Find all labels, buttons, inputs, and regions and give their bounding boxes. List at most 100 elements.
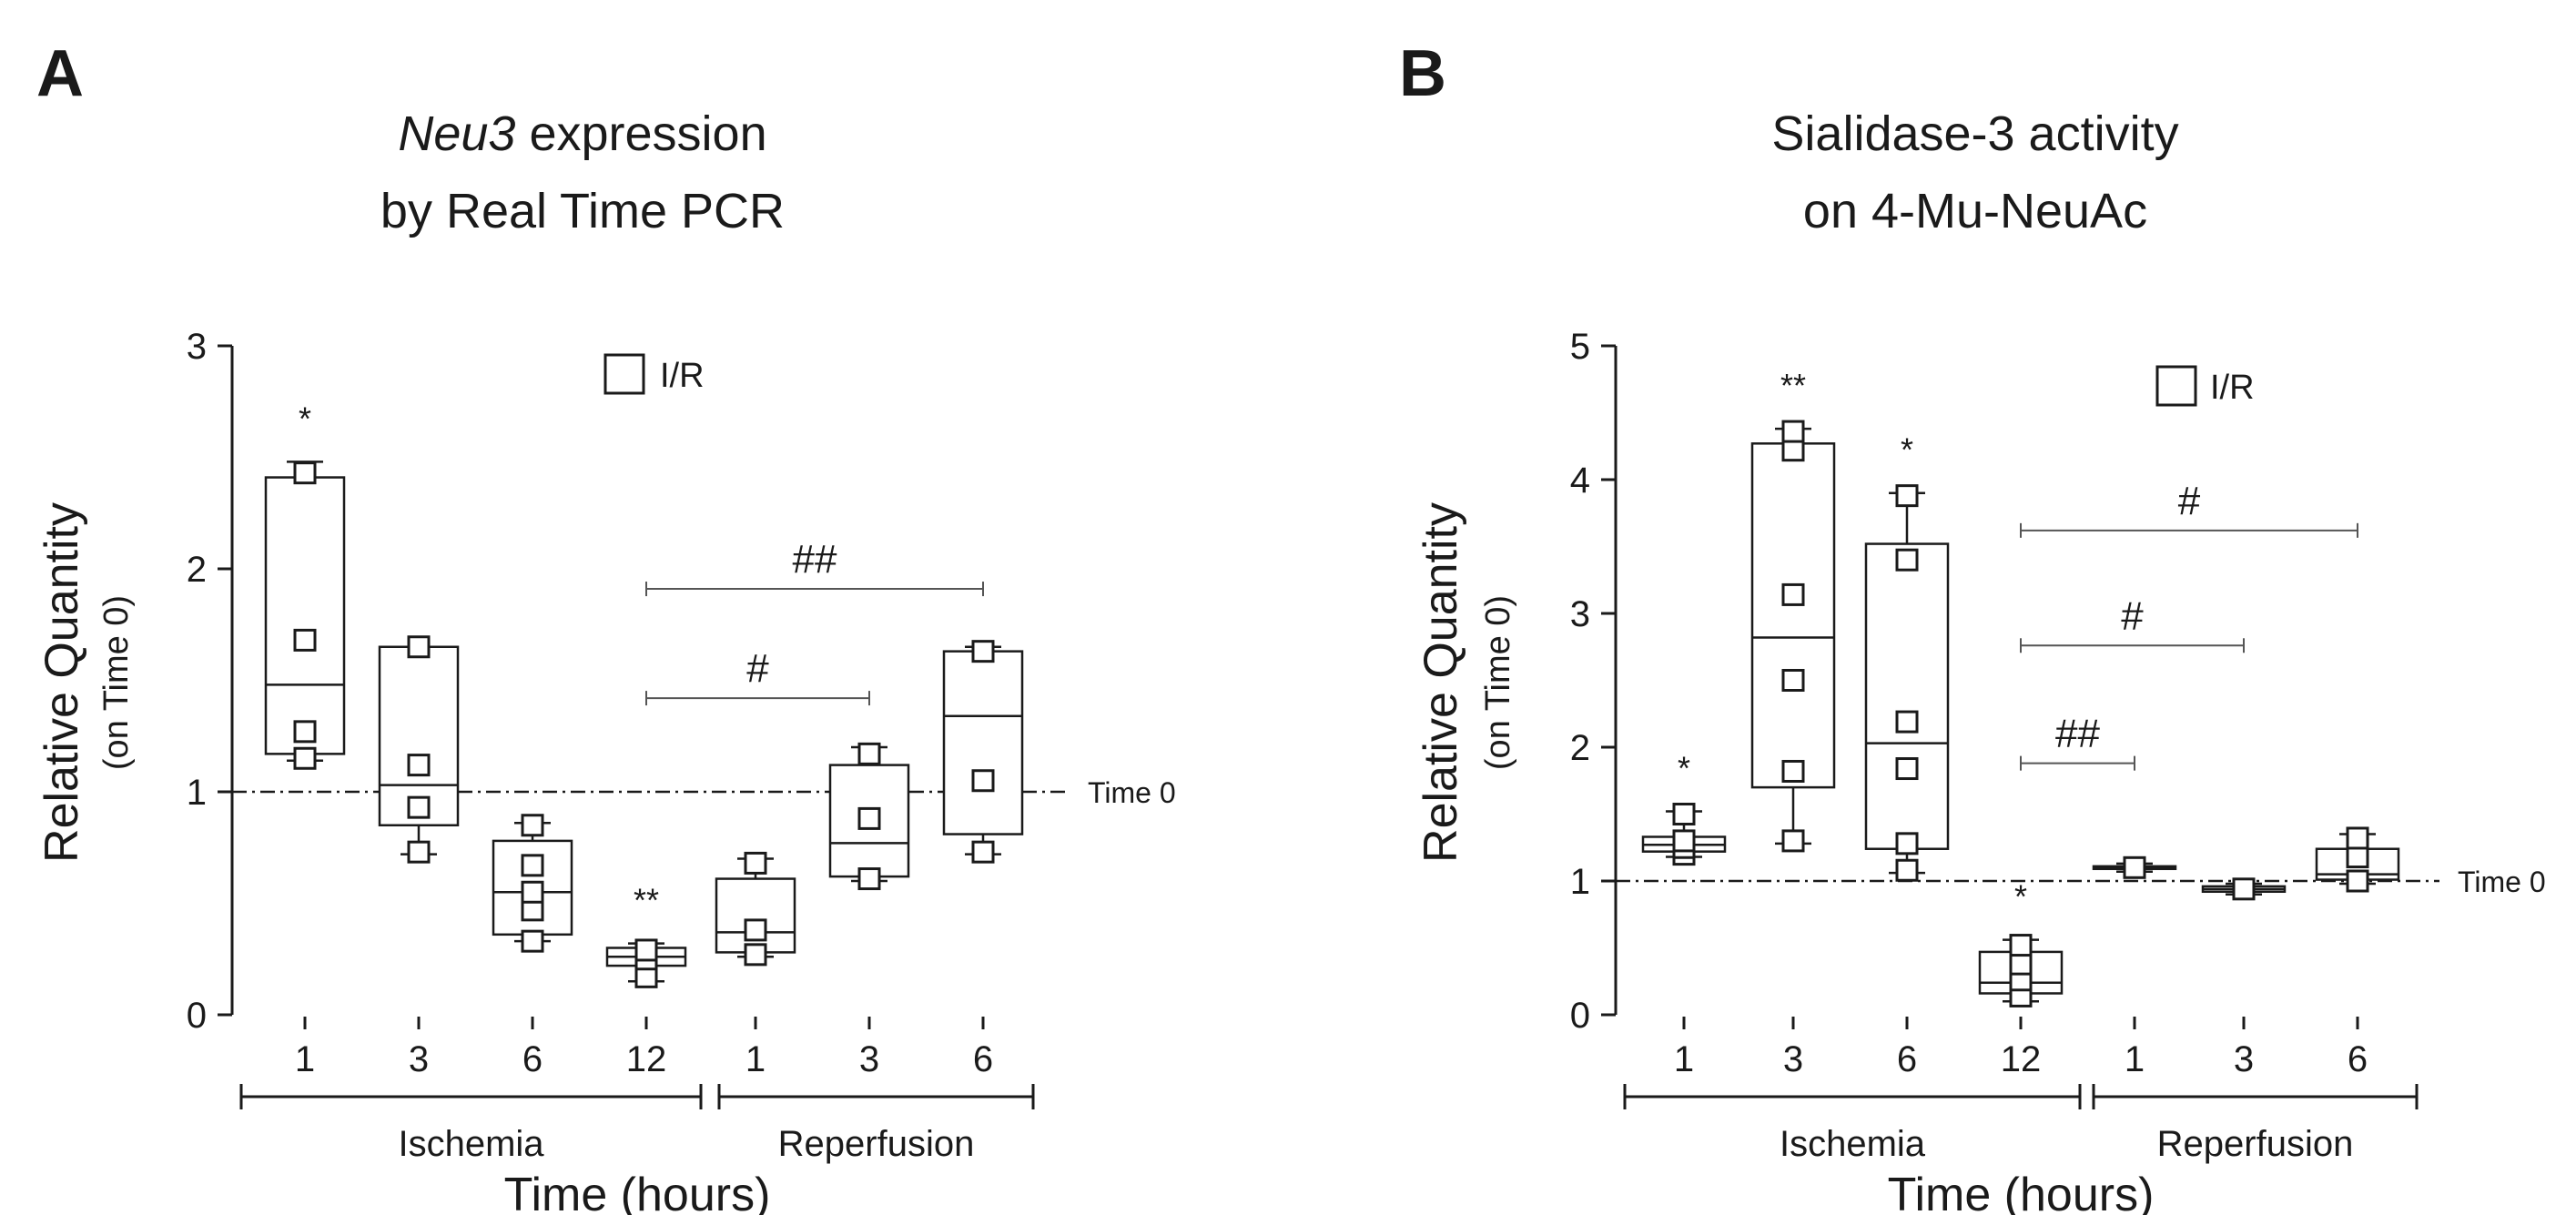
data-point <box>971 769 995 793</box>
data-point <box>971 640 995 663</box>
data-point <box>1781 420 1805 443</box>
x-tick-label: 3 <box>1783 1039 1803 1079</box>
comparison-label: ## <box>793 537 837 582</box>
y-tick-label: 3 <box>187 327 207 367</box>
chart-title-line-1: Neu3 expression <box>398 106 766 161</box>
data-point <box>1781 582 1805 606</box>
x-tick-label: 1 <box>1674 1039 1694 1079</box>
x-tick-label: 12 <box>2001 1039 2042 1079</box>
box-ischemia-12: * <box>1978 878 2064 1007</box>
significance-marker: ** <box>634 882 659 919</box>
x-tick-label: 6 <box>973 1039 993 1079</box>
data-point <box>1895 548 1919 572</box>
significance-marker: * <box>2014 878 2027 916</box>
box-reperfusion-3 <box>2201 877 2287 901</box>
data-point <box>1895 858 1919 882</box>
group-label-ischemia: Ischemia <box>1780 1124 1926 1164</box>
data-point <box>1895 710 1919 734</box>
y-tick-label: 4 <box>1570 461 1590 501</box>
group-label-reperfusion: Reperfusion <box>2157 1124 2354 1164</box>
data-point <box>521 814 544 837</box>
data-point <box>2346 826 2369 850</box>
group-label-reperfusion: Reperfusion <box>778 1124 975 1164</box>
x-tick-label: 6 <box>2348 1039 2368 1079</box>
data-point <box>1672 803 1696 825</box>
box-reperfusion-1 <box>2092 856 2177 879</box>
comparison-bracket: ## <box>645 537 984 597</box>
box-iqr <box>1864 542 1950 850</box>
group-label-ischemia: Ischemia <box>398 1124 544 1164</box>
time0-reference-label: Time 0 <box>1088 776 1176 809</box>
data-point <box>1895 832 1919 856</box>
data-point <box>2232 877 2256 901</box>
comparison-bracket: ## <box>2020 712 2135 771</box>
x-tick-label: 12 <box>626 1039 667 1079</box>
data-point <box>2346 845 2369 869</box>
y-axis-sublabel: (on Time 0) <box>97 595 136 770</box>
comparison-label: # <box>2178 479 2201 523</box>
x-tick-label: 1 <box>2125 1039 2145 1079</box>
box-iqr <box>264 476 346 755</box>
data-point <box>857 867 881 891</box>
comparison-label: # <box>746 646 769 691</box>
comparison-bracket: # <box>2020 593 2245 653</box>
data-point <box>1895 757 1919 781</box>
data-point <box>407 795 431 819</box>
data-point <box>293 628 317 652</box>
data-point <box>744 851 767 875</box>
data-point <box>2346 869 2369 893</box>
y-tick-label: 0 <box>187 996 207 1036</box>
data-point <box>1781 829 1805 853</box>
y-axis-label: Relative Quantity <box>1415 502 1467 863</box>
data-point <box>293 720 317 744</box>
chart-title-line-2: on 4-Mu-NeuAc <box>1803 184 2147 238</box>
data-point <box>1895 484 1919 508</box>
box-reperfusion-3 <box>828 742 910 891</box>
chart-title-line-2: by Real Time PCR <box>380 184 785 238</box>
box-reperfusion-1 <box>715 851 796 967</box>
y-tick-label: 2 <box>1570 728 1590 768</box>
comparison-label: # <box>2121 593 2144 638</box>
y-axis-sublabel: (on Time 0) <box>1479 595 1517 770</box>
x-tick-label: 6 <box>522 1039 543 1079</box>
y-tick-label: 3 <box>1570 594 1590 634</box>
box-ischemia-6 <box>492 814 573 953</box>
legend-swatch <box>2155 365 2197 407</box>
data-point <box>293 461 317 485</box>
data-point <box>744 943 767 967</box>
x-tick-label: 3 <box>409 1039 429 1079</box>
box-iqr <box>1750 442 1836 789</box>
data-point <box>1781 439 1805 462</box>
data-point <box>857 806 881 830</box>
data-point <box>2123 856 2146 879</box>
y-tick-label: 5 <box>1570 327 1590 367</box>
data-point <box>407 754 431 777</box>
box-ischemia-1: * <box>264 400 346 770</box>
legend-label: I/R <box>2210 369 2255 407</box>
x-axis-label: Time (hours) <box>1888 1169 2155 1215</box>
comparison-label: ## <box>2055 712 2100 756</box>
time0-reference-label: Time 0 <box>2458 866 2546 898</box>
significance-marker: ** <box>1780 367 1806 404</box>
data-point <box>1781 669 1805 692</box>
y-tick-label: 2 <box>187 550 207 590</box>
significance-marker: * <box>1901 431 1913 469</box>
y-axis-label: Relative Quantity <box>35 502 88 863</box>
title-rest: expression <box>515 106 766 161</box>
data-point <box>971 840 995 864</box>
box-iqr <box>942 650 1024 835</box>
box-ischemia-1: * <box>1641 750 1727 866</box>
data-point <box>293 746 317 770</box>
panel-letter: A <box>36 37 84 110</box>
significance-marker: * <box>1678 750 1690 787</box>
data-point <box>407 840 431 864</box>
panel-letter: B <box>1399 37 1446 110</box>
title-italic-gene: Neu3 <box>398 106 515 161</box>
y-tick-label: 1 <box>187 773 207 813</box>
x-tick-label: 1 <box>295 1039 315 1079</box>
data-point <box>1781 759 1805 783</box>
data-point <box>521 929 544 953</box>
